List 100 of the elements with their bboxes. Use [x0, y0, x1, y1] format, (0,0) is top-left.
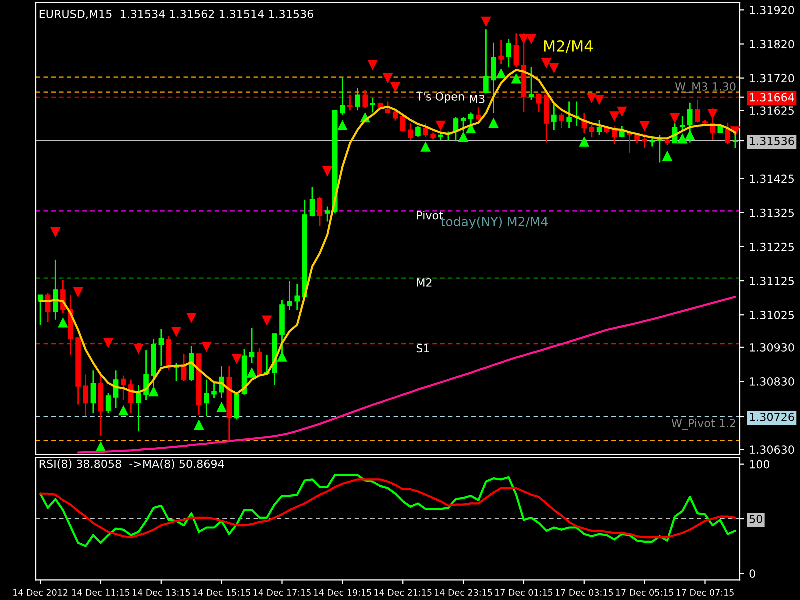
candlestick [596, 120, 602, 136]
y-tick-label: 1.30830 [750, 378, 794, 386]
text: EURUSD,M15 1.31534 1.31562 1.31514 1.31536 [40, 10, 314, 20]
candlestick [680, 115, 686, 132]
point [50, 228, 61, 238]
point [586, 93, 598, 104]
point [368, 60, 378, 71]
candlestick [506, 38, 512, 68]
candlestick [324, 206, 330, 222]
candlestick [732, 131, 738, 150]
candlestick [212, 382, 217, 399]
point [549, 63, 560, 74]
y-tick-label: 100 [750, 460, 770, 469]
point [436, 120, 446, 132]
annotation: W_M3 1.30 [675, 82, 736, 94]
candlestick [121, 375, 126, 401]
point [277, 352, 288, 362]
candlestick [158, 328, 164, 368]
candlestick [294, 283, 300, 311]
candlestick [423, 122, 428, 138]
candlestick [128, 379, 134, 414]
candlestick [400, 114, 406, 132]
line-series [39, 478, 737, 539]
point [609, 112, 620, 122]
y-tick-label: 1.31225 [750, 242, 794, 252]
candlestick [355, 88, 360, 112]
y-tick-label: 1.30726 [750, 412, 794, 422]
point [662, 150, 673, 162]
ref-line-label: M2 [417, 278, 432, 287]
candlestick [287, 280, 292, 311]
point [594, 94, 605, 106]
point [420, 142, 431, 152]
point [382, 73, 394, 84]
point [481, 16, 492, 28]
y-tick-label: 1.31536 [750, 136, 794, 146]
y-tick-label: 1.30630 [750, 446, 794, 454]
candlestick [256, 347, 262, 376]
x-tick-label: 14 Dec 15:15 [193, 589, 250, 596]
point [73, 287, 84, 298]
candlestick [340, 76, 346, 116]
point [458, 132, 469, 142]
point [579, 136, 590, 147]
x-tick-label: 17 Dec 01:15 [496, 589, 553, 596]
candlestick [566, 101, 572, 130]
candlestick [416, 125, 421, 138]
candlestick [589, 124, 595, 138]
point [526, 34, 537, 45]
candlestick [484, 28, 489, 94]
point [617, 106, 628, 118]
y-tick-label: 1.31820 [750, 40, 794, 49]
candlestick [392, 109, 398, 122]
ref-line-label: S1 [416, 344, 430, 353]
x-tick-label: 14 Dec 23:15 [435, 589, 492, 596]
line-series [77, 296, 737, 454]
candlestick [53, 259, 58, 321]
line-series [39, 474, 737, 548]
candlestick [317, 196, 323, 227]
point [496, 68, 506, 79]
candlestick [725, 122, 731, 145]
point [390, 82, 401, 93]
y-tick-label: 1.31425 [750, 174, 794, 184]
y-tick-label: 0 [750, 570, 756, 578]
candlestick [476, 106, 482, 122]
candlestick [695, 99, 700, 124]
point [670, 113, 680, 124]
point [103, 338, 114, 349]
candlestick [45, 292, 51, 324]
annotation: M3 [470, 95, 485, 104]
x-tick-label: 17 Dec 07:15 [676, 589, 734, 596]
point [511, 73, 522, 84]
y-tick-label: 1.31920 [750, 6, 794, 15]
candlestick [136, 384, 142, 432]
point [194, 420, 204, 430]
point [488, 118, 499, 128]
point [262, 316, 272, 326]
point [322, 166, 333, 177]
annotation: today(NY) M2/M4 [441, 216, 548, 229]
point [58, 317, 68, 328]
candlestick [408, 122, 414, 142]
y-tick-label: 1.30930 [750, 343, 794, 352]
x-tick-label: 14 Dec 13:15 [132, 589, 190, 596]
candlestick [657, 134, 663, 164]
ref-line-label: T's Open [416, 92, 464, 104]
candlestick [204, 379, 210, 418]
candlestick [90, 370, 96, 414]
candlestick [106, 392, 112, 414]
candlestick [552, 104, 557, 131]
y-tick-label: 1.31325 [750, 208, 794, 218]
annotation: M2/M4 [544, 40, 593, 54]
point [232, 354, 242, 365]
ref-line-label: Pivot [417, 211, 444, 220]
y-tick-label: 1.31025 [750, 311, 794, 320]
x-tick-label: 14 Dec 2012 [14, 589, 68, 596]
candlestick [370, 98, 376, 114]
x-tick-label: 14 Dec 17:15 [254, 589, 311, 596]
candlestick [219, 366, 224, 399]
candlestick [688, 102, 693, 144]
point [186, 313, 197, 324]
candlestick [249, 328, 255, 364]
candlestick [385, 101, 391, 114]
